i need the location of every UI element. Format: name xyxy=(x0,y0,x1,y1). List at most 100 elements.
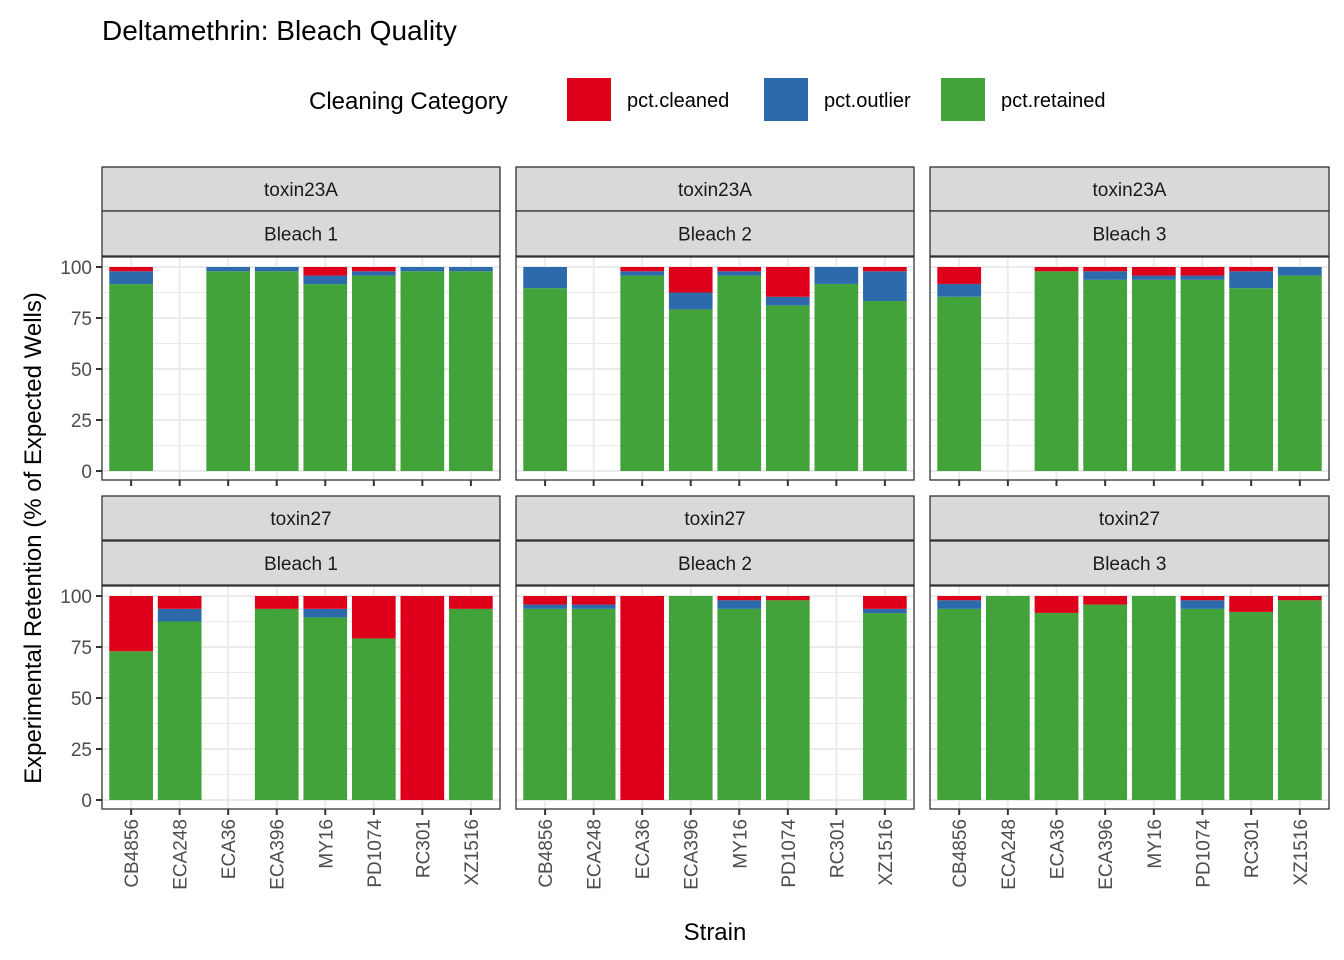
bar-segment-pct-outlier xyxy=(765,296,810,306)
bar-segment-pct-retained xyxy=(1131,279,1176,471)
strip-bleach-label: Bleach 3 xyxy=(1093,225,1167,246)
facet-panel: toxin27 Bleach 3 CB4856 ECA248 ECA36 ECA396 MY… xyxy=(929,495,1330,890)
bar-segment-pct-cleaned xyxy=(765,267,810,297)
bar-segment-pct-cleaned xyxy=(1034,596,1079,613)
y-tick-label: 0 xyxy=(81,462,92,483)
bar-RC301 xyxy=(1229,267,1274,471)
bar-MY16 xyxy=(1131,596,1176,800)
bar-segment-pct-outlier xyxy=(668,292,713,310)
facet-panel: toxin23A Bleach 3 xyxy=(929,166,1330,486)
strip-toxin xyxy=(101,495,501,541)
bar-segment-pct-outlier xyxy=(206,267,251,272)
strip-bleach xyxy=(929,210,1330,257)
bar-segment-pct-cleaned xyxy=(303,596,348,609)
bar-segment-pct-retained xyxy=(1180,608,1225,800)
bar-segment-pct-cleaned xyxy=(765,596,810,601)
strip-bleach xyxy=(101,210,501,257)
bar-ECA36 xyxy=(1034,267,1079,471)
x-tick-label: PD1074 xyxy=(779,819,800,888)
bar-segment-pct-retained xyxy=(1034,271,1079,471)
bar-segment-pct-outlier xyxy=(351,271,396,276)
bar-RC301 xyxy=(814,267,859,471)
bar-PD1074 xyxy=(351,267,396,471)
bar-segment-pct-retained xyxy=(157,621,202,800)
bar-segment-pct-retained xyxy=(1083,604,1128,800)
panel-border xyxy=(515,256,915,481)
bar-segment-pct-retained xyxy=(449,608,493,800)
bar-segment-pct-retained xyxy=(1034,612,1079,800)
x-tick-label: XZ1516 xyxy=(1291,819,1312,886)
strip-bleach-label: Bleach 2 xyxy=(678,225,752,246)
bar-segment-pct-cleaned xyxy=(1180,267,1225,276)
bar-ECA396 xyxy=(1083,267,1128,471)
x-tick-label: ECA248 xyxy=(999,819,1020,890)
y-tick-label: 50 xyxy=(71,360,92,381)
bar-CB4856 xyxy=(523,596,567,800)
legend-item-pct-outlier: pct.outlier xyxy=(764,78,911,121)
bar-PD1074 xyxy=(1180,267,1225,471)
bar-segment-pct-cleaned xyxy=(717,596,762,601)
bar-segment-pct-outlier xyxy=(1131,275,1176,280)
bar-ECA36 xyxy=(620,596,665,800)
panel-border xyxy=(929,585,1330,810)
bar-XZ1516 xyxy=(449,267,493,471)
bar-CB4856 xyxy=(937,267,982,471)
bar-segment-pct-outlier xyxy=(1229,271,1274,289)
facet-panels: toxin23A Bleach 1 0 25 50 75 100 toxin23A Bleach… xyxy=(60,166,1330,890)
y-tick-label: 75 xyxy=(71,309,92,330)
bar-segment-pct-retained xyxy=(937,296,982,471)
bar-segment-pct-retained xyxy=(863,301,907,471)
facet-panel: toxin23A Bleach 2 xyxy=(515,166,915,486)
bar-segment-pct-retained xyxy=(1180,279,1225,471)
x-tick-label: ECA248 xyxy=(585,819,606,890)
x-tick-label: PD1074 xyxy=(1193,819,1214,888)
strip-toxin-label: toxin27 xyxy=(270,509,331,530)
bar-segment-pct-outlier xyxy=(863,271,907,302)
bar-segment-pct-retained xyxy=(1083,279,1128,471)
bar-ECA36 xyxy=(620,267,665,471)
strip-toxin xyxy=(101,166,501,212)
strip-toxin xyxy=(515,166,915,212)
x-tick-label: MY16 xyxy=(1145,819,1166,869)
bar-segment-pct-cleaned xyxy=(620,596,665,800)
bar-segment-pct-cleaned xyxy=(1180,596,1225,601)
bar-XZ1516 xyxy=(863,267,907,471)
x-tick-label: ECA248 xyxy=(171,819,192,890)
bar-segment-pct-cleaned xyxy=(717,267,762,272)
bar-MY16 xyxy=(303,596,348,800)
bar-segment-pct-retained xyxy=(109,284,153,471)
bar-segment-pct-cleaned xyxy=(254,596,299,609)
x-tick-label: MY16 xyxy=(316,819,337,869)
bar-segment-pct-cleaned xyxy=(1229,267,1274,272)
bar-XZ1516 xyxy=(449,596,493,800)
y-tick-label: 50 xyxy=(71,689,92,710)
bar-RC301 xyxy=(1229,596,1274,800)
bar-PD1074 xyxy=(765,596,810,800)
bar-segment-pct-cleaned xyxy=(1083,596,1128,605)
bar-segment-pct-outlier xyxy=(1180,600,1225,609)
y-tick-label: 25 xyxy=(71,740,92,761)
bar-segment-pct-retained xyxy=(717,275,762,471)
bar-segment-pct-retained xyxy=(1229,611,1274,800)
bar-segment-pct-retained xyxy=(1229,288,1274,471)
legend-swatch xyxy=(764,78,808,121)
bar-segment-pct-retained xyxy=(351,275,396,471)
legend-swatch xyxy=(941,78,985,121)
y-tick-label: 100 xyxy=(60,587,92,608)
y-axis-title: Experimental Retention (% of Expected We… xyxy=(20,292,47,784)
bar-segment-pct-retained xyxy=(109,651,153,800)
bar-PD1074 xyxy=(1180,596,1225,800)
bar-segment-pct-outlier xyxy=(303,275,348,285)
bar-segment-pct-outlier xyxy=(109,271,153,285)
bar-segment-pct-retained xyxy=(1131,596,1176,800)
bar-segment-pct-cleaned xyxy=(303,267,348,276)
bar-segment-pct-outlier xyxy=(449,267,493,272)
bar-segment-pct-retained xyxy=(449,271,493,471)
bar-segment-pct-retained xyxy=(937,608,982,800)
bar-segment-pct-outlier xyxy=(937,600,982,609)
bar-segment-pct-retained xyxy=(303,284,348,471)
bar-segment-pct-outlier xyxy=(254,267,299,272)
x-tick-label: CB4856 xyxy=(536,819,557,888)
bar-MY16 xyxy=(717,596,762,800)
